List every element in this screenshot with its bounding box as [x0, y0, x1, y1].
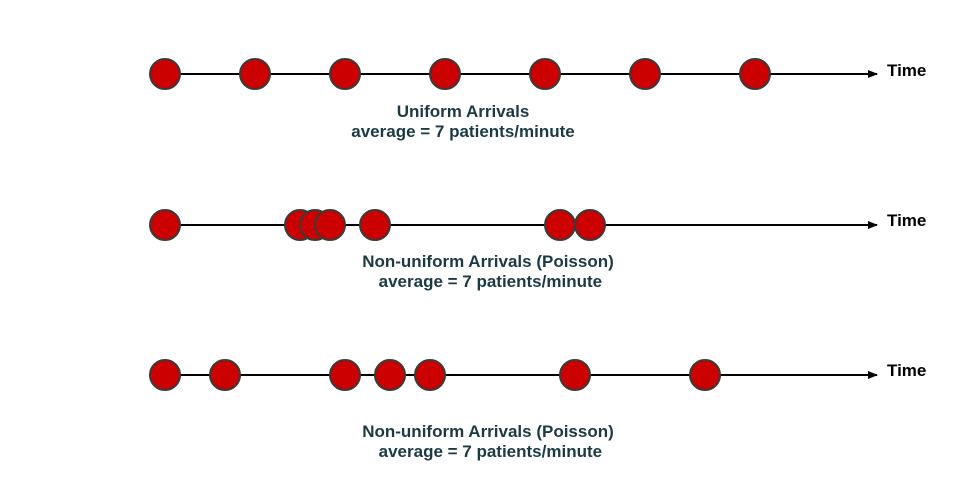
arrival-dot: [209, 359, 241, 391]
caption-title-1: Uniform Arrivals: [396, 102, 530, 121]
caption-subtitle-3: average = 7 patients/minute: [373, 442, 603, 461]
arrival-dot: [429, 58, 461, 90]
caption-title-3: Non-uniform Arrivals (Poisson): [362, 422, 614, 441]
caption-2: Non-uniform Arrivals (Poisson) average =…: [278, 252, 698, 292]
arrival-dot: [529, 58, 561, 90]
caption-3: Non-uniform Arrivals (Poisson) average =…: [278, 422, 698, 462]
arrival-dot: [414, 359, 446, 391]
caption-subtitle-2: average = 7 patients/minute: [373, 272, 603, 291]
arrival-dot: [629, 58, 661, 90]
arrival-dot: [739, 58, 771, 90]
arrival-dot: [149, 359, 181, 391]
arrival-dot: [149, 58, 181, 90]
arrival-dot: [574, 209, 606, 241]
arrival-dot: [689, 359, 721, 391]
arrival-dot: [329, 359, 361, 391]
arrival-dot: [329, 58, 361, 90]
caption-title-2: Non-uniform Arrivals (Poisson): [362, 252, 614, 271]
arrival-dot: [559, 359, 591, 391]
caption-1: Uniform Arrivals average = 7 patients/mi…: [253, 102, 673, 142]
arrival-dot: [314, 209, 346, 241]
caption-subtitle-1: average = 7 patients/minute: [351, 122, 575, 141]
time-axis-label-2: Time: [887, 211, 927, 230]
time-axis-label-3: Time: [887, 361, 927, 380]
arrival-dot: [239, 58, 271, 90]
arrival-dot: [359, 209, 391, 241]
arrival-dot: [544, 209, 576, 241]
arrival-dot: [149, 209, 181, 241]
time-axis-label-1: Time: [887, 61, 927, 80]
arrival-dot: [374, 359, 406, 391]
